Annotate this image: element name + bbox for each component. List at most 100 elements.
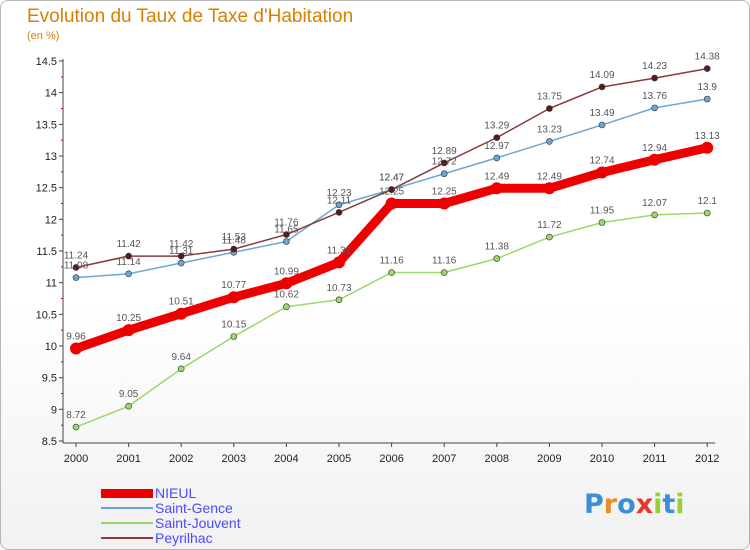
x-tick-label: 2006 — [379, 453, 403, 465]
y-tick-label: 8.5 — [42, 436, 57, 448]
data-point — [598, 121, 606, 129]
data-label: 14.38 — [695, 52, 720, 63]
legend-swatch — [101, 537, 153, 539]
data-point — [598, 219, 606, 226]
data-label: 12.47 — [379, 173, 404, 184]
data-point — [388, 186, 395, 193]
data-point — [651, 211, 658, 219]
data-point — [546, 138, 553, 145]
y-tick-label: 11 — [46, 278, 57, 290]
data-point — [227, 291, 240, 304]
data-label: 11.72 — [537, 220, 562, 231]
data-label: 9.64 — [171, 352, 191, 363]
data-label: 10.99 — [274, 266, 299, 277]
data-label: 11.76 — [274, 218, 299, 229]
proxiti-logo: Proxiti — [584, 489, 685, 520]
data-label: 12.94 — [642, 143, 667, 154]
legend-swatch — [101, 507, 153, 509]
data-point — [283, 231, 290, 238]
data-point — [703, 95, 711, 103]
data-label: 11.16 — [379, 256, 404, 267]
data-point — [335, 296, 343, 304]
data-label: 10.25 — [116, 313, 141, 324]
data-point — [175, 307, 188, 320]
data-label: 8.72 — [66, 410, 86, 421]
legend-swatch — [101, 488, 153, 498]
data-point — [440, 170, 448, 178]
data-label: 13.29 — [484, 121, 509, 132]
y-tick-label: 14 — [45, 88, 57, 100]
data-label: 11.48 — [222, 235, 247, 246]
x-tick-label: 2011 — [643, 453, 667, 465]
data-label: 9.96 — [66, 332, 86, 343]
data-point — [177, 259, 185, 267]
data-point — [648, 153, 661, 166]
data-point — [335, 209, 343, 216]
x-tick-label: 2003 — [222, 453, 246, 465]
x-tick-label: 2005 — [327, 453, 351, 465]
data-point — [125, 252, 132, 260]
data-point — [385, 197, 398, 210]
data-label: 12.25 — [379, 187, 404, 198]
data-label: 13.13 — [695, 131, 720, 142]
data-point — [125, 402, 132, 410]
data-point — [280, 277, 293, 290]
y-tick-label: 13 — [45, 151, 57, 163]
x-tick-label: 2004 — [274, 453, 298, 465]
data-point — [598, 83, 606, 91]
data-label: 12.23 — [326, 188, 351, 199]
data-label: 10.73 — [326, 283, 351, 294]
data-label: 12.97 — [484, 141, 509, 152]
data-point — [388, 269, 395, 276]
data-label: 11.42 — [169, 239, 194, 250]
data-point — [335, 201, 343, 209]
data-label: 13.9 — [697, 82, 717, 93]
data-point — [546, 105, 553, 112]
data-point — [493, 255, 501, 262]
y-tick-label: 9 — [51, 404, 57, 416]
x-tick-label: 2007 — [432, 453, 456, 465]
y-tick-label: 10 — [45, 341, 57, 353]
chart-title: Evolution du Taux de Taxe d'Habitation — [27, 6, 354, 27]
y-tick-label: 9.5 — [42, 373, 57, 385]
data-point — [703, 65, 711, 72]
y-tick-label: 11.5 — [36, 246, 57, 258]
data-point — [72, 264, 80, 271]
data-label: 11.16 — [432, 256, 457, 267]
data-label: 12.49 — [484, 171, 509, 182]
data-point — [651, 74, 658, 82]
data-label: 10.77 — [221, 280, 246, 291]
data-label: 11.42 — [116, 239, 141, 250]
y-tick-label: 14.5 — [36, 56, 57, 68]
data-label: 12.72 — [432, 157, 457, 168]
x-tick-label: 2012 — [695, 453, 719, 465]
data-label: 12.25 — [432, 187, 457, 198]
data-label: 11.95 — [590, 206, 615, 217]
data-label: 12.1 — [697, 196, 717, 207]
data-label: 11.65 — [274, 225, 299, 236]
data-point — [703, 209, 711, 217]
data-label: 14.23 — [642, 61, 667, 72]
data-point — [493, 134, 501, 141]
data-label: 10.15 — [221, 320, 246, 331]
data-label: 13.49 — [589, 108, 614, 119]
data-point — [543, 182, 556, 195]
data-point — [283, 238, 290, 245]
data-point — [440, 269, 448, 276]
data-label: 12.74 — [589, 155, 614, 166]
data-point — [651, 104, 658, 112]
data-label: 9.05 — [119, 389, 139, 400]
legend-label: Saint-Jouvent — [155, 515, 241, 531]
data-label: 13.23 — [537, 124, 562, 135]
data-label: 11.08 — [64, 261, 89, 272]
data-point — [546, 233, 553, 241]
data-label: 13.76 — [642, 91, 667, 102]
y-tick-label: 12 — [45, 214, 57, 226]
data-label: 11.53 — [222, 232, 247, 243]
y-tick-label: 12.5 — [36, 183, 57, 195]
data-point — [440, 159, 448, 167]
data-label: 11.24 — [64, 250, 89, 261]
data-label: 11.31 — [169, 246, 194, 257]
data-point — [122, 324, 135, 337]
